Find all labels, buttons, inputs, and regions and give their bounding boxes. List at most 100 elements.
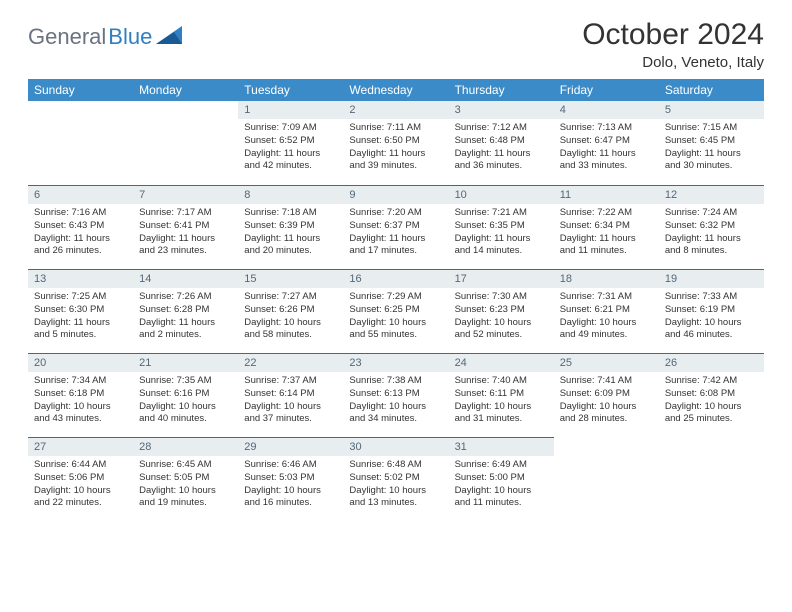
calendar-cell: 3Sunrise: 7:12 AMSunset: 6:48 PMDaylight… bbox=[449, 101, 554, 185]
day-number: 10 bbox=[449, 185, 554, 204]
calendar-row: 1Sunrise: 7:09 AMSunset: 6:52 PMDaylight… bbox=[28, 101, 764, 185]
day-number: 31 bbox=[449, 437, 554, 456]
calendar-cell: 27Sunrise: 6:44 AMSunset: 5:06 PMDayligh… bbox=[28, 437, 133, 521]
calendar-cell: 5Sunrise: 7:15 AMSunset: 6:45 PMDaylight… bbox=[659, 101, 764, 185]
calendar-cell: 4Sunrise: 7:13 AMSunset: 6:47 PMDaylight… bbox=[554, 101, 659, 185]
day-details: Sunrise: 7:25 AMSunset: 6:30 PMDaylight:… bbox=[28, 288, 133, 348]
calendar-row: 20Sunrise: 7:34 AMSunset: 6:18 PMDayligh… bbox=[28, 353, 764, 437]
day-number: 1 bbox=[238, 101, 343, 119]
day-number: 29 bbox=[238, 437, 343, 456]
month-title: October 2024 bbox=[582, 18, 764, 52]
day-details: Sunrise: 7:21 AMSunset: 6:35 PMDaylight:… bbox=[449, 204, 554, 264]
calendar-row: 27Sunrise: 6:44 AMSunset: 5:06 PMDayligh… bbox=[28, 437, 764, 521]
day-details: Sunrise: 7:17 AMSunset: 6:41 PMDaylight:… bbox=[133, 204, 238, 264]
calendar-cell: 1Sunrise: 7:09 AMSunset: 6:52 PMDaylight… bbox=[238, 101, 343, 185]
calendar-cell: 15Sunrise: 7:27 AMSunset: 6:26 PMDayligh… bbox=[238, 269, 343, 353]
calendar-cell bbox=[659, 437, 764, 521]
day-header: Monday bbox=[133, 79, 238, 101]
day-number: 5 bbox=[659, 101, 764, 119]
day-details: Sunrise: 6:44 AMSunset: 5:06 PMDaylight:… bbox=[28, 456, 133, 516]
calendar-cell: 6Sunrise: 7:16 AMSunset: 6:43 PMDaylight… bbox=[28, 185, 133, 269]
calendar-cell: 22Sunrise: 7:37 AMSunset: 6:14 PMDayligh… bbox=[238, 353, 343, 437]
calendar-cell: 13Sunrise: 7:25 AMSunset: 6:30 PMDayligh… bbox=[28, 269, 133, 353]
calendar-cell: 10Sunrise: 7:21 AMSunset: 6:35 PMDayligh… bbox=[449, 185, 554, 269]
day-number: 3 bbox=[449, 101, 554, 119]
calendar-cell: 28Sunrise: 6:45 AMSunset: 5:05 PMDayligh… bbox=[133, 437, 238, 521]
calendar-cell: 25Sunrise: 7:41 AMSunset: 6:09 PMDayligh… bbox=[554, 353, 659, 437]
day-details: Sunrise: 7:37 AMSunset: 6:14 PMDaylight:… bbox=[238, 372, 343, 432]
day-number: 12 bbox=[659, 185, 764, 204]
day-number: 23 bbox=[343, 353, 448, 372]
day-number: 22 bbox=[238, 353, 343, 372]
day-details: Sunrise: 7:11 AMSunset: 6:50 PMDaylight:… bbox=[343, 119, 448, 179]
day-header: Sunday bbox=[28, 79, 133, 101]
day-header: Thursday bbox=[449, 79, 554, 101]
day-number: 27 bbox=[28, 437, 133, 456]
calendar-row: 6Sunrise: 7:16 AMSunset: 6:43 PMDaylight… bbox=[28, 185, 764, 269]
logo-text-blue: Blue bbox=[108, 24, 152, 50]
calendar-cell: 23Sunrise: 7:38 AMSunset: 6:13 PMDayligh… bbox=[343, 353, 448, 437]
day-number: 8 bbox=[238, 185, 343, 204]
day-number: 13 bbox=[28, 269, 133, 288]
day-number: 30 bbox=[343, 437, 448, 456]
day-details: Sunrise: 7:12 AMSunset: 6:48 PMDaylight:… bbox=[449, 119, 554, 179]
calendar-cell: 24Sunrise: 7:40 AMSunset: 6:11 PMDayligh… bbox=[449, 353, 554, 437]
day-details: Sunrise: 7:22 AMSunset: 6:34 PMDaylight:… bbox=[554, 204, 659, 264]
location: Dolo, Veneto, Italy bbox=[582, 54, 764, 71]
day-number: 25 bbox=[554, 353, 659, 372]
calendar-cell: 11Sunrise: 7:22 AMSunset: 6:34 PMDayligh… bbox=[554, 185, 659, 269]
day-details: Sunrise: 7:18 AMSunset: 6:39 PMDaylight:… bbox=[238, 204, 343, 264]
day-number: 24 bbox=[449, 353, 554, 372]
logo-text-general: General bbox=[28, 24, 106, 50]
day-number: 15 bbox=[238, 269, 343, 288]
day-details: Sunrise: 7:33 AMSunset: 6:19 PMDaylight:… bbox=[659, 288, 764, 348]
day-details: Sunrise: 7:16 AMSunset: 6:43 PMDaylight:… bbox=[28, 204, 133, 264]
day-details: Sunrise: 7:26 AMSunset: 6:28 PMDaylight:… bbox=[133, 288, 238, 348]
day-header: Saturday bbox=[659, 79, 764, 101]
calendar-cell: 20Sunrise: 7:34 AMSunset: 6:18 PMDayligh… bbox=[28, 353, 133, 437]
day-header: Wednesday bbox=[343, 79, 448, 101]
calendar-cell: 26Sunrise: 7:42 AMSunset: 6:08 PMDayligh… bbox=[659, 353, 764, 437]
day-details: Sunrise: 6:46 AMSunset: 5:03 PMDaylight:… bbox=[238, 456, 343, 516]
day-details: Sunrise: 7:42 AMSunset: 6:08 PMDaylight:… bbox=[659, 372, 764, 432]
day-number: 20 bbox=[28, 353, 133, 372]
calendar-cell bbox=[28, 101, 133, 185]
calendar-cell: 7Sunrise: 7:17 AMSunset: 6:41 PMDaylight… bbox=[133, 185, 238, 269]
day-details: Sunrise: 7:09 AMSunset: 6:52 PMDaylight:… bbox=[238, 119, 343, 179]
day-number: 11 bbox=[554, 185, 659, 204]
day-number: 7 bbox=[133, 185, 238, 204]
day-number: 17 bbox=[449, 269, 554, 288]
header: GeneralBlue October 2024 Dolo, Veneto, I… bbox=[28, 18, 764, 71]
logo: GeneralBlue bbox=[28, 24, 182, 50]
day-details: Sunrise: 7:31 AMSunset: 6:21 PMDaylight:… bbox=[554, 288, 659, 348]
day-details: Sunrise: 7:38 AMSunset: 6:13 PMDaylight:… bbox=[343, 372, 448, 432]
title-block: October 2024 Dolo, Veneto, Italy bbox=[582, 18, 764, 71]
day-details: Sunrise: 7:34 AMSunset: 6:18 PMDaylight:… bbox=[28, 372, 133, 432]
day-details: Sunrise: 7:29 AMSunset: 6:25 PMDaylight:… bbox=[343, 288, 448, 348]
calendar-cell: 16Sunrise: 7:29 AMSunset: 6:25 PMDayligh… bbox=[343, 269, 448, 353]
day-number: 19 bbox=[659, 269, 764, 288]
calendar-cell: 31Sunrise: 6:49 AMSunset: 5:00 PMDayligh… bbox=[449, 437, 554, 521]
day-number: 18 bbox=[554, 269, 659, 288]
day-details: Sunrise: 7:41 AMSunset: 6:09 PMDaylight:… bbox=[554, 372, 659, 432]
day-number: 16 bbox=[343, 269, 448, 288]
day-details: Sunrise: 7:40 AMSunset: 6:11 PMDaylight:… bbox=[449, 372, 554, 432]
day-number: 28 bbox=[133, 437, 238, 456]
calendar-cell: 18Sunrise: 7:31 AMSunset: 6:21 PMDayligh… bbox=[554, 269, 659, 353]
day-details: Sunrise: 7:15 AMSunset: 6:45 PMDaylight:… bbox=[659, 119, 764, 179]
day-header: Friday bbox=[554, 79, 659, 101]
calendar-cell: 2Sunrise: 7:11 AMSunset: 6:50 PMDaylight… bbox=[343, 101, 448, 185]
calendar-cell: 9Sunrise: 7:20 AMSunset: 6:37 PMDaylight… bbox=[343, 185, 448, 269]
day-details: Sunrise: 7:30 AMSunset: 6:23 PMDaylight:… bbox=[449, 288, 554, 348]
day-details: Sunrise: 7:35 AMSunset: 6:16 PMDaylight:… bbox=[133, 372, 238, 432]
day-details: Sunrise: 6:48 AMSunset: 5:02 PMDaylight:… bbox=[343, 456, 448, 516]
calendar-cell: 12Sunrise: 7:24 AMSunset: 6:32 PMDayligh… bbox=[659, 185, 764, 269]
calendar-cell: 21Sunrise: 7:35 AMSunset: 6:16 PMDayligh… bbox=[133, 353, 238, 437]
day-number: 2 bbox=[343, 101, 448, 119]
day-details: Sunrise: 6:45 AMSunset: 5:05 PMDaylight:… bbox=[133, 456, 238, 516]
day-number: 9 bbox=[343, 185, 448, 204]
calendar-cell: 29Sunrise: 6:46 AMSunset: 5:03 PMDayligh… bbox=[238, 437, 343, 521]
calendar-cell bbox=[554, 437, 659, 521]
day-header: Tuesday bbox=[238, 79, 343, 101]
day-header-row: Sunday Monday Tuesday Wednesday Thursday… bbox=[28, 79, 764, 101]
